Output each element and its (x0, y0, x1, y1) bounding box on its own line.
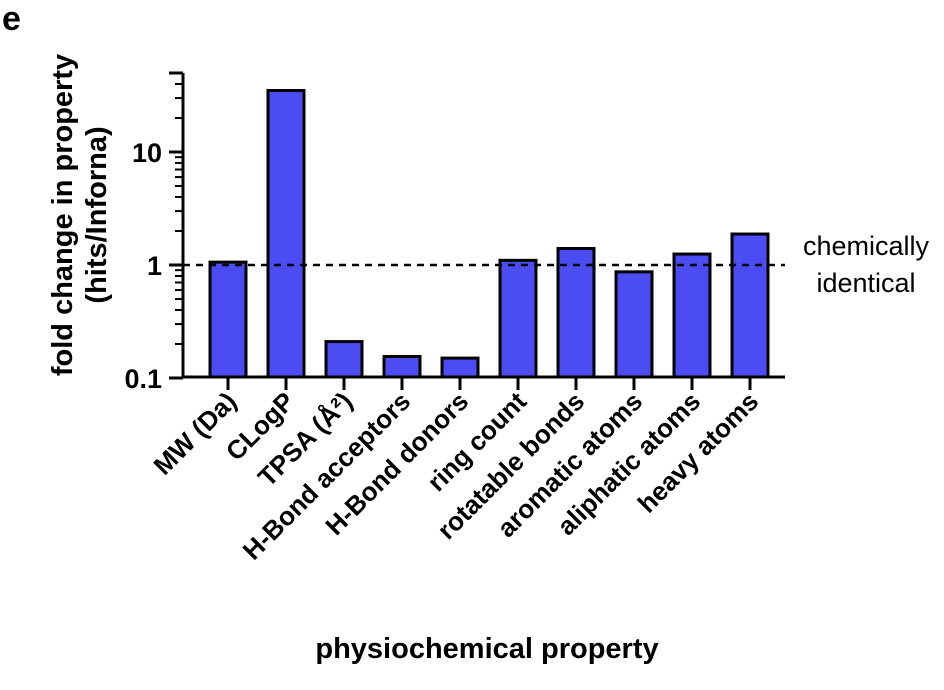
y-tick-label: 1 (147, 251, 162, 281)
y-ticks-group: 0.1 1 10 (124, 71, 183, 394)
y-axis-title-line1: fold change in property (47, 54, 79, 376)
x-tick-label: MW (Da) (148, 386, 243, 481)
y-axis-title-line2: (hits/Inforna) (81, 126, 113, 303)
bar-2 (266, 89, 306, 379)
y-tick-label: 10 (132, 138, 162, 168)
bar-4 (382, 354, 422, 379)
y-tick-label: 0.1 (124, 364, 162, 394)
bar-6 (498, 258, 538, 379)
bar-5 (440, 356, 480, 379)
bar-10 (730, 232, 770, 379)
bar-9 (672, 252, 712, 379)
bar-1 (208, 260, 248, 379)
panel-label: e (2, 0, 21, 38)
reference-label-line1: chemically (803, 231, 930, 261)
y-axis-title: fold change in property (hits/Inforna) (47, 54, 113, 376)
x-axis-title: physiochemical property (315, 633, 658, 665)
reference-label-line2: identical (816, 268, 915, 298)
reference-line-label: chemically identical (803, 231, 930, 298)
axes-group (181, 73, 785, 379)
bar-3 (324, 340, 364, 379)
bar-7 (556, 246, 596, 379)
bar-8 (614, 270, 654, 379)
bars-group (208, 89, 770, 379)
